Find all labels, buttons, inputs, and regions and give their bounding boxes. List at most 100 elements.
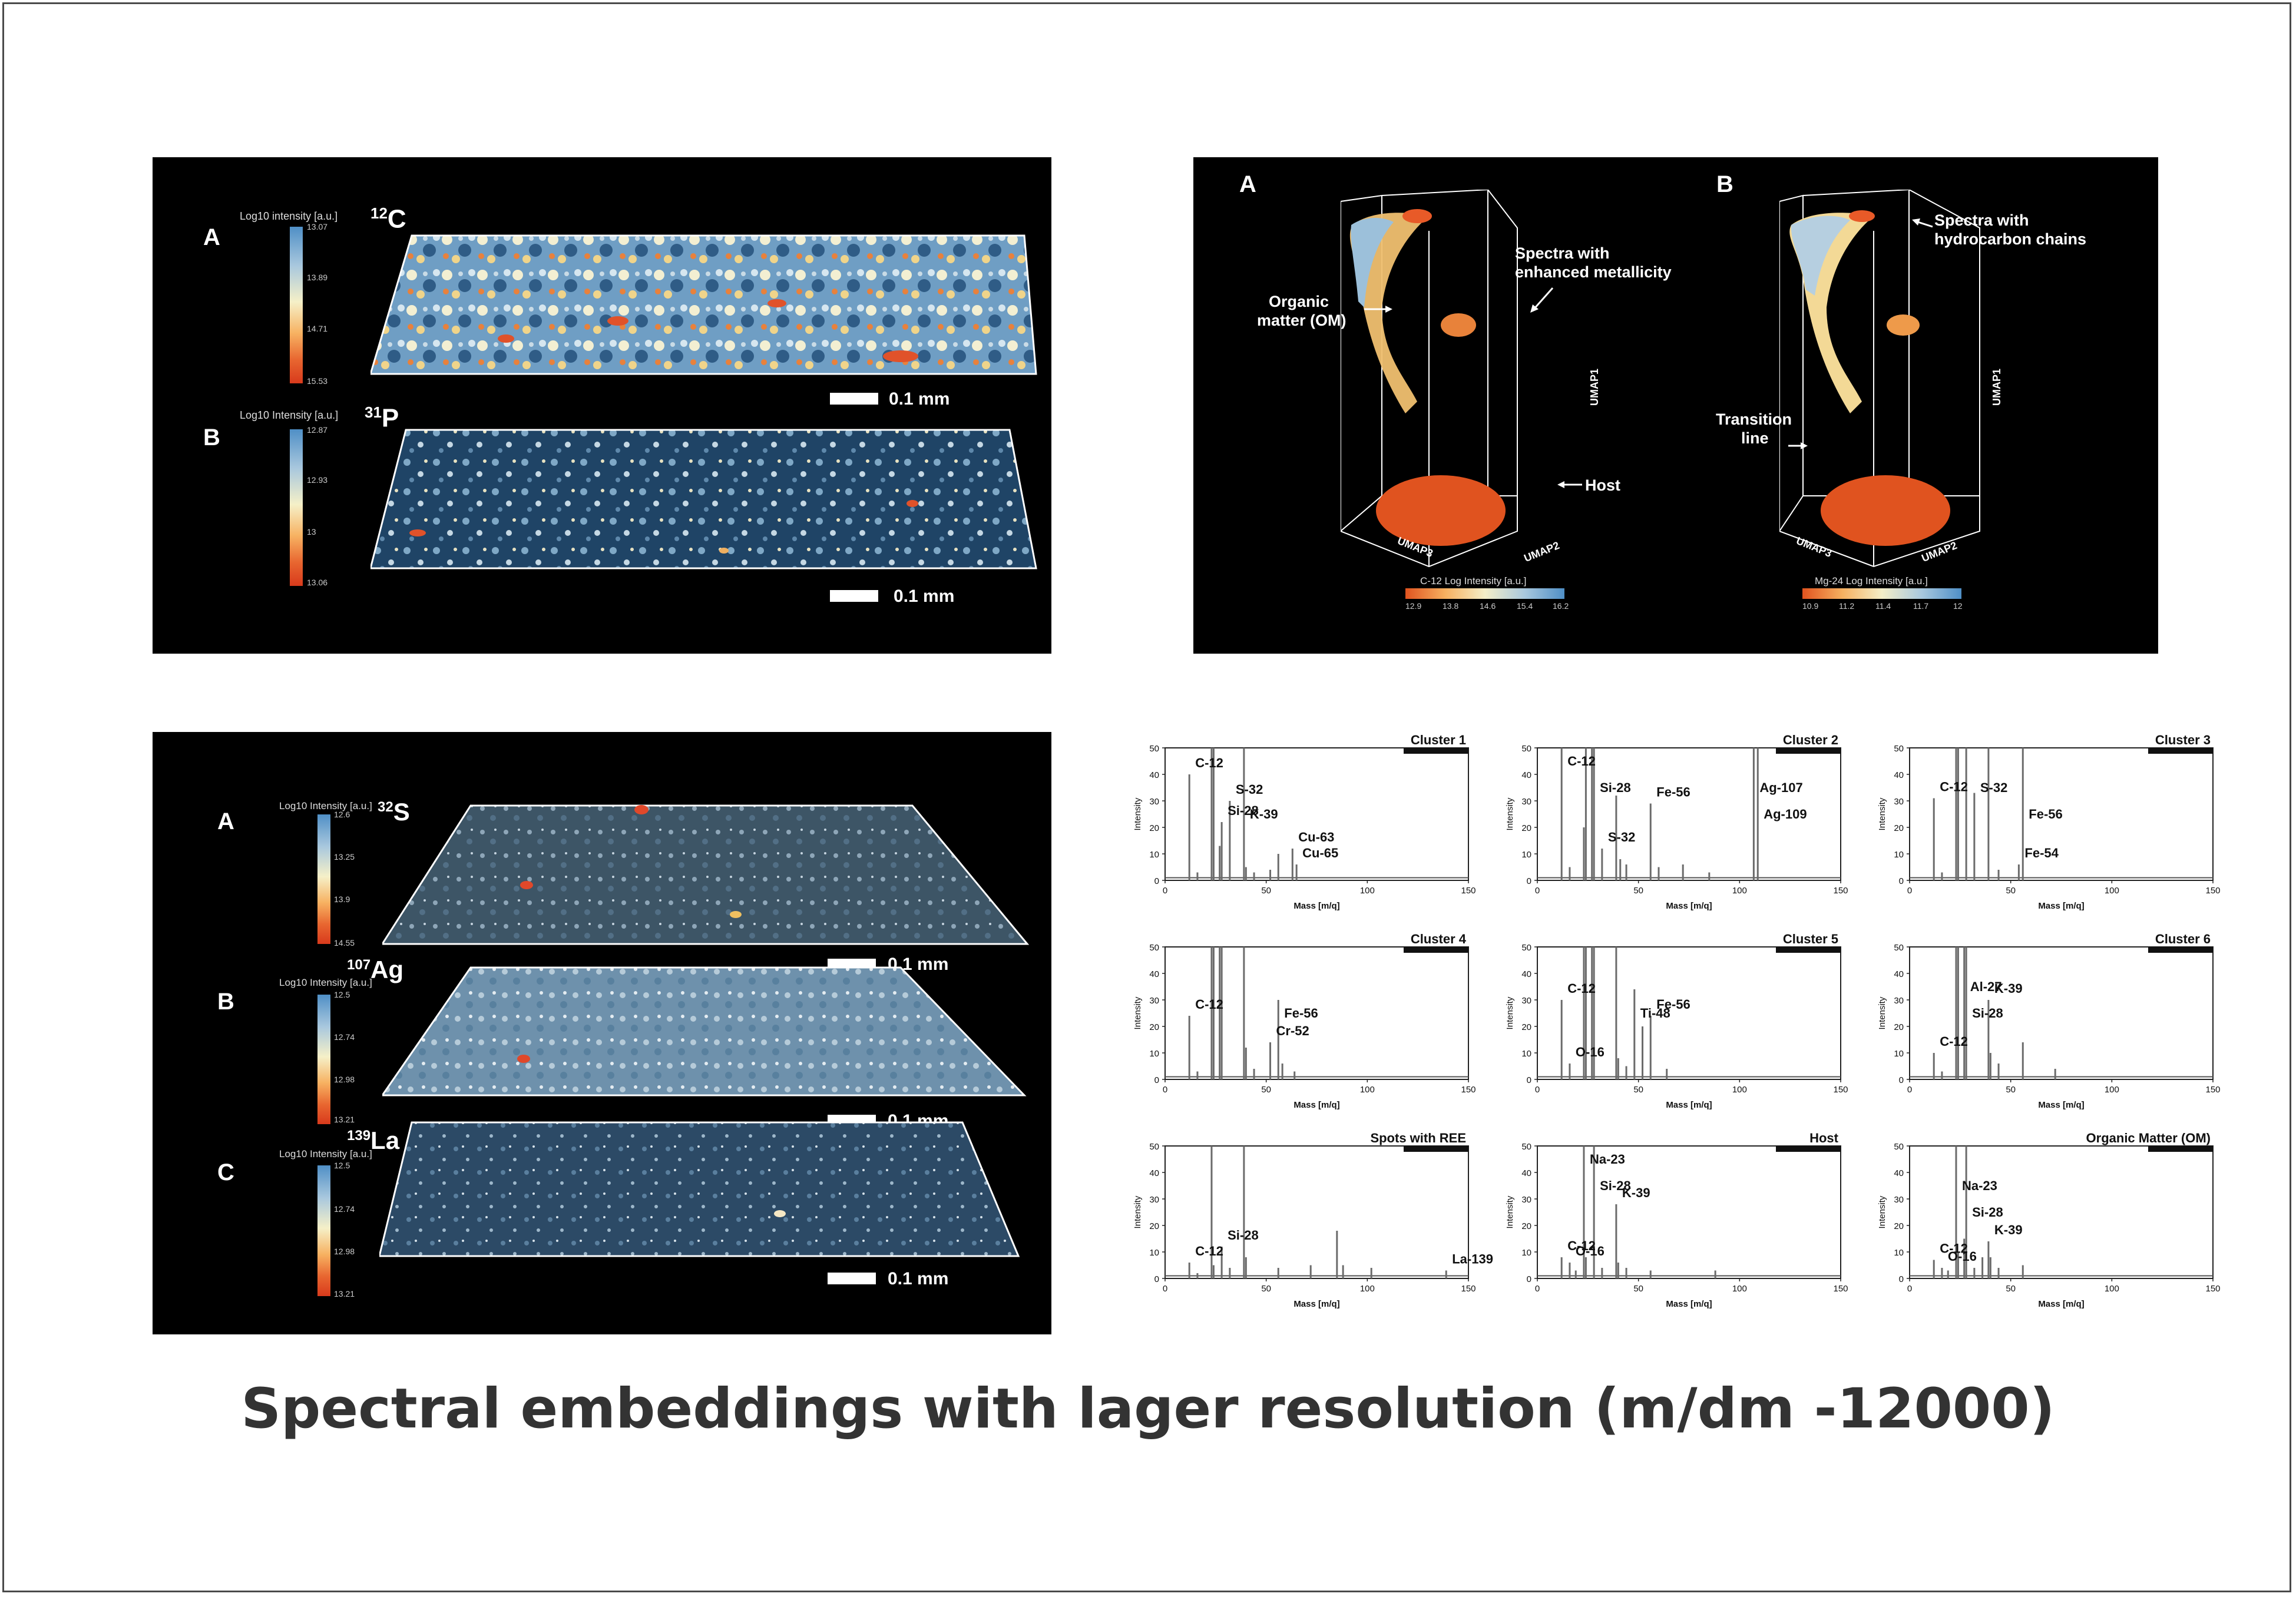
y-tick-label: 20 [1894,823,1904,833]
x-tick-label: 150 [1833,886,1848,896]
peak-label: Cu-65 [1302,846,1338,860]
view-letter: B [1716,171,1733,197]
y-tick-label: 0 [1899,1075,1904,1085]
y-tick-label: 20 [1521,1022,1531,1032]
y-tick-label: 30 [1894,797,1904,807]
y-tick-label: 20 [1521,823,1531,833]
scale-bar [830,393,878,405]
x-tick-label: 100 [1732,1085,1747,1095]
y-axis-label: Intensity [1505,797,1515,830]
colorbar-horizontal [1405,588,1564,599]
colorbar-tick: 13.21 [334,1115,355,1124]
colorbar-title: Log10 intensity [a.u.] [240,210,338,222]
y-tick-label: 40 [1894,770,1904,780]
y-tick-label: 40 [1149,770,1159,780]
umap-3d-plot-b [1779,190,1980,568]
colorbar-tick: 12.93 [307,475,328,485]
colorbar-title: Log10 Intensity [a.u.] [240,409,339,421]
isotope-label: 139La [347,1127,399,1155]
peak-label: Ti-48 [1640,1006,1670,1021]
colorbar-tick: 14.6 [1480,601,1496,611]
annotation-arrows [1788,218,1933,449]
y-axis-label: Intensity [1505,1195,1515,1228]
annotation: enhanced metallicity [1515,263,1672,281]
peak-label: Si-28 [1972,1006,2003,1021]
y-tick-label: 30 [1521,797,1531,807]
plot-frame [1909,747,2214,881]
title-bar [1404,1146,1468,1152]
x-tick-label: 150 [1461,1085,1475,1095]
y-tick-label: 50 [1894,744,1904,754]
figure-caption: Spectral embeddings with lager resolutio… [241,1377,2055,1441]
peak-label: C-12 [1567,981,1596,996]
x-tick-label: 50 [1633,1085,1643,1095]
plot-frame [1909,1145,2214,1279]
colorbar-tick: 15.4 [1517,601,1533,611]
x-tick-label: 0 [1907,1085,1912,1095]
colorbar-tick: 11.7 [1913,601,1929,611]
peak-label: Na-23 [1590,1152,1625,1167]
y-tick-label: 50 [1521,744,1531,754]
peak-label: S-32 [1608,830,1635,844]
peak-label: Ag-109 [1764,807,1807,821]
y-axis-label: Intensity [1133,797,1143,830]
y-tick-label: 30 [1149,1195,1159,1205]
isotope-label: 107Ag [347,956,403,984]
x-tick-label: 100 [1360,1284,1375,1294]
peak-label: C-12 [1567,1238,1596,1253]
colorbar-tick: 12.74 [334,1032,355,1042]
peak-label: Fe-56 [1284,1006,1318,1021]
annotation-arrows [1364,287,1582,488]
peak-label: O-16 [1576,1045,1604,1059]
peak-label: C-12 [1195,1244,1223,1258]
x-tick-label: 0 [1163,1284,1167,1294]
x-axis-label: Mass [m/q] [1293,1299,1339,1309]
row-letter: A [203,224,220,250]
scale-label: 0.1 mm [888,1269,949,1288]
x-tick-label: 150 [1833,1085,1848,1095]
peak-label: O-16 [1948,1249,1977,1264]
colorbar-tick: 12.6 [334,810,350,819]
peak-label: Na-23 [1962,1178,1997,1193]
plot-frame [1537,1145,1841,1279]
annotation: Spectra with [1934,211,2029,229]
annotation: Organic [1269,293,1329,310]
x-tick-label: 0 [1907,1284,1912,1294]
colorbar-horizontal [1802,588,1961,599]
peak-label: C-12 [1567,754,1596,768]
colorbar-tick: 12.5 [334,990,350,999]
chart-title: Cluster 5 [1783,932,1838,946]
umap-3d-plot-a [1341,190,1518,568]
colorbar-tick: 13.25 [334,852,355,862]
y-axis-label: Intensity [1505,996,1515,1029]
peak-label: Fe-56 [1656,785,1690,800]
y-tick-label: 40 [1149,969,1159,979]
peak-label: C-12 [1940,1034,1968,1049]
colorbar-tick: 12 [1953,601,1963,611]
plot-frame [1164,1145,1469,1279]
y-tick-label: 0 [1154,876,1159,886]
colorbar-tick: 15.53 [307,376,328,386]
title-bar [2148,748,2213,754]
annotation: hydrocarbon chains [1934,230,2087,248]
axis-label: UMAP1 [1991,368,2003,406]
title-bar [1776,1146,1841,1152]
scale-label: 0.1 mm [894,587,955,606]
annotation: line [1741,429,1769,447]
panel-umap: A Spectra with enhanced metallicity Orga… [1193,157,2158,654]
peak-label: Si-28 [1600,780,1631,795]
y-tick-label: 50 [1521,1142,1531,1152]
x-tick-label: 150 [2205,886,2220,896]
y-tick-label: 50 [1894,943,1904,953]
colorbar-title: Log10 Intensity [a.u.] [279,977,372,988]
peak-label: C-12 [1195,756,1223,770]
colorbar-tick: 14.71 [307,324,328,333]
x-axis-label: Mass [m/q] [1666,901,1712,911]
x-tick-label: 50 [2006,1284,2016,1294]
y-tick-label: 20 [1894,1221,1904,1231]
x-tick-label: 100 [1360,1085,1375,1095]
colorbar-title: C-12 Log Intensity [a.u.] [1420,575,1527,587]
x-axis-label: Mass [m/q] [1666,1100,1712,1110]
panel-element-maps-bottom: A Log10 Intensity [a.u.] 12.6 13.25 13.9… [153,732,1051,1334]
